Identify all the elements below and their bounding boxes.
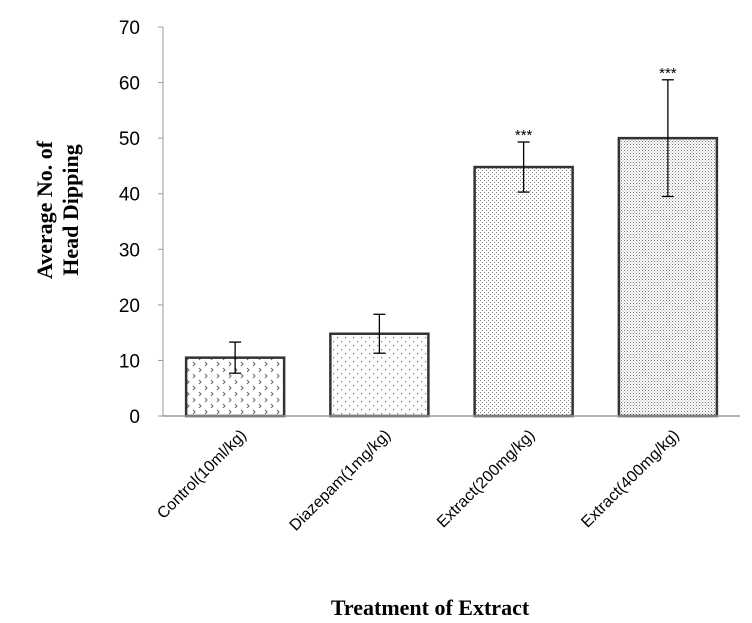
y-tick-label: 30: [119, 240, 140, 261]
y-tick-label: 0: [129, 407, 140, 428]
y-tick-label: 60: [119, 74, 140, 95]
y-axis: 0 10 20 30 40 50 60 70: [119, 18, 164, 428]
y-tick-label: 40: [119, 185, 140, 206]
x-tick-label: Control(10ml/kg): [154, 427, 250, 523]
y-tick-label: 70: [119, 18, 140, 39]
significance-label: ***: [659, 65, 677, 82]
y-tick-label: 10: [119, 351, 140, 372]
y-tick-label: 50: [119, 129, 140, 150]
y-tick-label: 20: [119, 296, 140, 317]
y-axis-title-line-1: Average No. of: [32, 140, 57, 279]
x-axis-title: Treatment of Extract: [331, 595, 530, 620]
significance-label: ***: [515, 127, 533, 144]
y-axis-title-line-2: Head Dipping: [58, 144, 83, 275]
x-tick-label: Diazepam(1mg/kg): [287, 427, 395, 535]
bar: [473, 165, 574, 418]
x-tick-label: Extract(400mg/kg): [578, 427, 682, 531]
x-tick-label: Extract(200mg/kg): [434, 427, 538, 531]
